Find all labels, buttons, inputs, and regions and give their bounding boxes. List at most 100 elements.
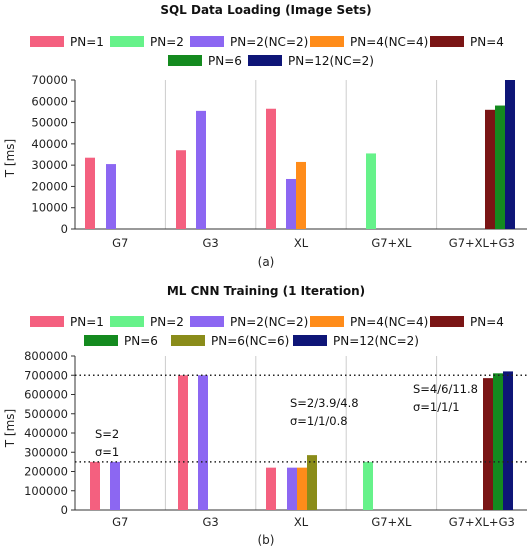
legend-swatch — [190, 316, 224, 327]
x-tick-label: G7 — [112, 236, 128, 250]
x-tick-label: G3 — [202, 236, 218, 250]
legend-label: PN=4 — [470, 315, 504, 329]
bar — [366, 153, 376, 229]
x-tick-label: XL — [294, 515, 309, 529]
bar — [110, 461, 120, 510]
legend-label: PN=2(NC=2) — [230, 315, 308, 329]
legend-swatch — [30, 316, 64, 327]
bar — [495, 105, 505, 229]
bar — [198, 375, 208, 510]
y-tick-label: 100000 — [24, 484, 68, 498]
legend-item: PN=12(NC=2) — [248, 54, 374, 68]
bar — [196, 110, 206, 229]
annotation-line: σ=1/1/0.8 — [290, 414, 348, 428]
legend-swatch — [293, 335, 327, 346]
x-tick-label: G3 — [202, 515, 218, 529]
y-tick-label: 30000 — [31, 158, 68, 172]
legend-swatch — [310, 316, 344, 327]
bar — [503, 371, 513, 510]
legend-swatch — [190, 36, 224, 47]
legend-item: PN=2(NC=2) — [190, 35, 308, 49]
legend-item: PN=2 — [110, 35, 184, 49]
legend-item: PN=4 — [430, 35, 504, 49]
legend-label: PN=2 — [150, 35, 184, 49]
y-tick-label: 0 — [61, 222, 68, 236]
legend-label: PN=2 — [150, 315, 184, 329]
legend-label: PN=6 — [208, 54, 242, 68]
bar — [266, 108, 276, 229]
legend-label: PN=6 — [124, 334, 158, 348]
legend: PN=1 PN=2 PN=2(NC=2) PN=4(NC=4) PN=4 PN=6 PN=1… — [30, 35, 504, 68]
bar — [297, 467, 307, 510]
y-tick-label: 10000 — [31, 201, 68, 215]
bar — [505, 80, 515, 229]
bar — [483, 378, 493, 510]
legend-label: PN=1 — [70, 315, 104, 329]
annotation: S=2/3.9/4.8 σ=1/1/0.8 — [290, 396, 359, 428]
bar — [266, 467, 276, 510]
y-tick-label: 40000 — [31, 137, 68, 151]
y-tick-label: 700000 — [24, 368, 68, 382]
legend-swatch — [430, 36, 464, 47]
bar — [106, 164, 116, 229]
bar — [85, 157, 95, 229]
legend-label: PN=12(NC=2) — [333, 334, 419, 348]
annotation-line: S=2/3.9/4.8 — [290, 396, 359, 410]
x-tick-label: XL — [294, 236, 309, 250]
chart-title: ML CNN Training (1 Iteration) — [167, 284, 365, 298]
legend-item: PN=4(NC=4) — [310, 35, 428, 49]
chart-b: ML CNN Training (1 Iteration)PN=1 PN=2 PN=… — [3, 284, 527, 547]
legend-item: PN=6 — [84, 334, 158, 348]
legend-item: PN=4(NC=4) — [310, 315, 428, 329]
annotation-line: σ=1/1/1 — [413, 400, 460, 414]
bar — [287, 467, 297, 510]
legend-swatch — [248, 55, 282, 66]
legend-label: PN=4(NC=4) — [350, 35, 428, 49]
subfigure-label: (a) — [258, 255, 275, 269]
y-tick-label: 70000 — [31, 73, 68, 87]
annotation: S=2σ=1 — [95, 427, 119, 459]
legend-item: PN=6 — [168, 54, 242, 68]
x-tick-label: G7+XL+G3 — [449, 515, 515, 529]
y-tick-label: 400000 — [24, 426, 68, 440]
annotation: S=4/6/11.8 σ=1/1/1 — [413, 382, 478, 414]
legend-swatch — [171, 335, 205, 346]
legend-label: PN=6(NC=6) — [211, 334, 289, 348]
x-tick-label: G7+XL — [371, 236, 412, 250]
bar — [178, 375, 188, 510]
bar — [296, 161, 306, 229]
legend-item: PN=1 — [30, 35, 104, 49]
legend-item: PN=12(NC=2) — [293, 334, 419, 348]
y-tick-label: 200000 — [24, 465, 68, 479]
x-tick-label: G7 — [112, 515, 128, 529]
y-tick-label: 20000 — [31, 179, 68, 193]
annotation-line: σ=1 — [95, 445, 119, 459]
legend-label: PN=2(NC=2) — [230, 35, 308, 49]
legend-swatch — [310, 36, 344, 47]
legend: PN=1 PN=2 PN=2(NC=2) PN=4(NC=4) PN=4 PN=6 PN=6… — [30, 315, 504, 348]
bar — [307, 455, 317, 510]
bar — [363, 461, 373, 510]
bar — [90, 461, 100, 510]
bar — [286, 178, 296, 229]
legend-swatch — [168, 55, 202, 66]
legend-label: PN=4(NC=4) — [350, 315, 428, 329]
legend-swatch — [110, 316, 144, 327]
chart-a: SQL Data Loading (Image Sets)PN=1 PN=2 PN=… — [3, 3, 527, 269]
x-tick-label: G7+XL+G3 — [449, 236, 515, 250]
legend-swatch — [84, 335, 118, 346]
annotation-line: S=2 — [95, 427, 119, 441]
legend-item: PN=4 — [430, 315, 504, 329]
y-axis-label: T [ms] — [3, 139, 17, 178]
y-tick-label: 300000 — [24, 445, 68, 459]
x-tick-label: G7+XL — [371, 515, 412, 529]
legend-swatch — [110, 36, 144, 47]
legend-swatch — [430, 316, 464, 327]
y-tick-label: 800000 — [24, 349, 68, 363]
annotation-line: S=4/6/11.8 — [413, 382, 478, 396]
legend-swatch — [30, 36, 64, 47]
legend-label: PN=12(NC=2) — [288, 54, 374, 68]
y-axis-label: T [ms] — [3, 409, 17, 448]
y-tick-label: 50000 — [31, 116, 68, 130]
